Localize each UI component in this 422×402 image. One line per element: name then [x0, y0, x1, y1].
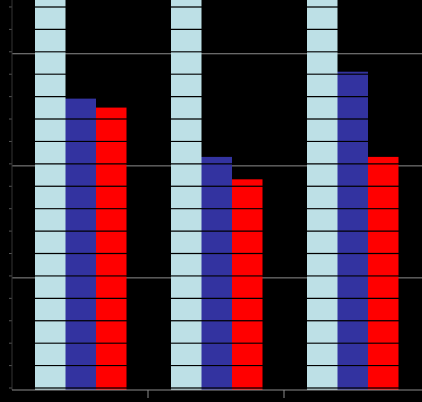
bar [65, 98, 96, 390]
bar [368, 156, 399, 390]
bar [307, 0, 338, 390]
bar [35, 0, 66, 390]
bar [201, 156, 232, 390]
plot-area [12, 0, 420, 390]
bar [171, 0, 202, 390]
bar [96, 107, 127, 390]
bar [232, 179, 263, 390]
